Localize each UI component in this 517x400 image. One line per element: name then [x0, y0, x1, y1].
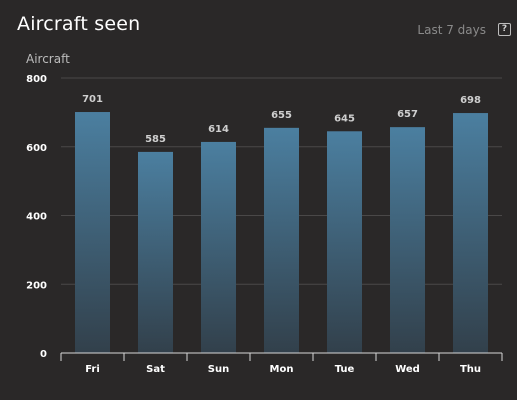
bar-sun	[201, 141, 236, 353]
y-axis-label: Aircraft	[26, 52, 70, 66]
data-label: 701	[82, 94, 103, 105]
bar-fri	[75, 112, 110, 353]
y-tick-label: 800	[26, 74, 47, 85]
y-tick-label: 400	[26, 212, 47, 223]
y-tick-label: 0	[40, 349, 47, 360]
date-range-label: Last 7 days	[417, 23, 486, 37]
x-tick-label: Tue	[335, 364, 355, 375]
x-tick-label: Mon	[270, 364, 294, 375]
x-tick-label: Sat	[146, 364, 165, 375]
y-tick-label: 600	[26, 143, 47, 154]
page-title: Aircraft seen	[17, 13, 141, 35]
bar-mon	[264, 127, 299, 353]
bar-wed	[390, 127, 425, 353]
data-label: 657	[397, 109, 418, 120]
data-label: 698	[460, 95, 481, 106]
x-tick-label: Thu	[460, 364, 481, 375]
data-label: 655	[271, 110, 292, 121]
x-tick-label: Fri	[85, 364, 100, 375]
y-tick-label: 200	[26, 280, 47, 291]
bar-thu	[453, 113, 488, 353]
bar-sat	[138, 151, 173, 353]
data-label: 645	[334, 113, 355, 124]
data-label: 585	[145, 134, 166, 145]
data-label: 614	[208, 124, 229, 135]
x-tick-label: Sun	[208, 364, 229, 375]
bar-tue	[327, 131, 362, 353]
help-icon[interactable]: ?	[498, 23, 511, 36]
x-tick-label: Wed	[395, 364, 420, 375]
